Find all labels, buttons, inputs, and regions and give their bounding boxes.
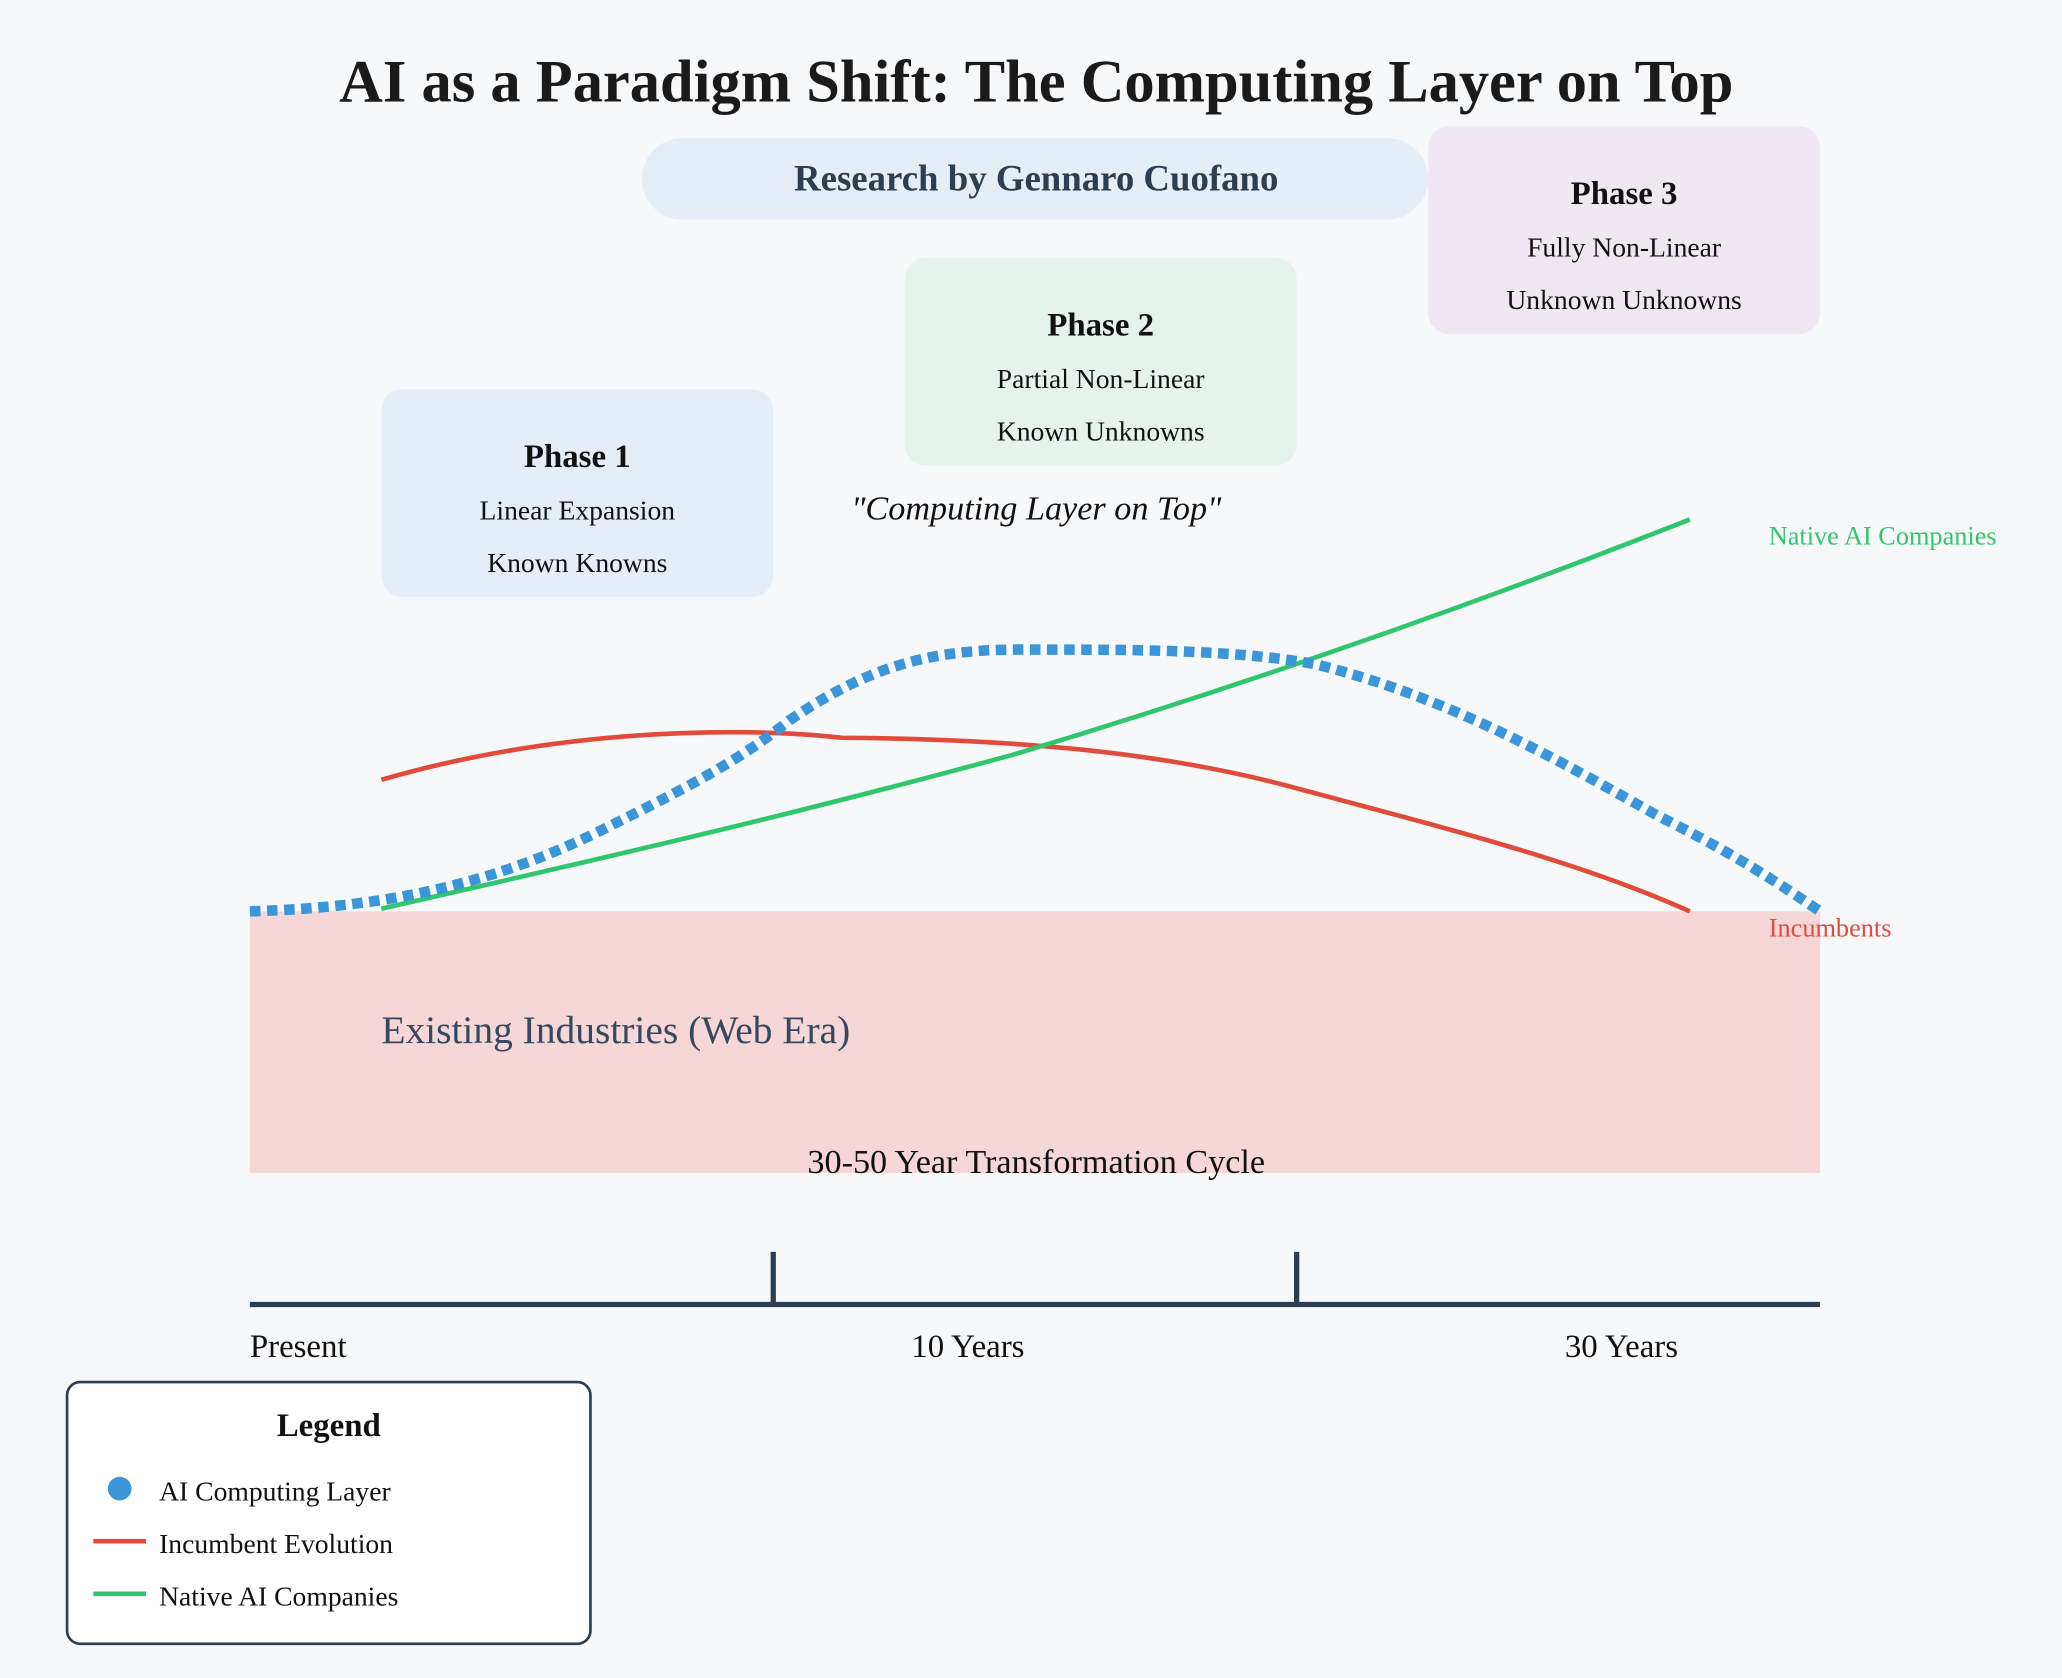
ai-computing-layer-line bbox=[249, 644, 1823, 917]
timeline-label-present: Present bbox=[250, 1329, 347, 1365]
byline-badge: Research by Gennaro Cuofano bbox=[641, 138, 1429, 220]
timeline-label-10-years: 10 Years bbox=[911, 1329, 1024, 1365]
phase-3-card: Phase 3 Fully Non-Linear Unknown Unknown… bbox=[1428, 126, 1821, 335]
timeline-axis: Present 10 Years 30 Years bbox=[249, 1251, 1821, 1365]
incumbent-evolution-line bbox=[380, 729, 1691, 914]
legend-box bbox=[65, 1380, 592, 1646]
native-ai-series-label: Native AI Companies bbox=[1769, 521, 1997, 550]
legend-dot-icon bbox=[107, 1476, 132, 1501]
page-title: AI as a Paradigm Shift: The Computing La… bbox=[339, 48, 1733, 115]
incumbents-series-label: Incumbents bbox=[1769, 913, 1892, 942]
phase-2-card: Phase 2 Partial Non-Linear Known Unknown… bbox=[904, 257, 1297, 466]
phase-1-card: Phase 1 Linear Expansion Known Knowns bbox=[381, 389, 774, 598]
phase-2-line-2: Known Unknowns bbox=[997, 416, 1205, 447]
phase-3-background bbox=[1428, 126, 1821, 335]
phase-3-title: Phase 3 bbox=[1571, 176, 1678, 212]
phase-1-background bbox=[381, 389, 774, 598]
timeline-label-30-years: 30 Years bbox=[1565, 1329, 1678, 1365]
native-ai-companies-line bbox=[380, 517, 1691, 911]
phase-2-title: Phase 2 bbox=[1047, 307, 1154, 343]
phase-3-line-2: Unknown Unknowns bbox=[1506, 284, 1741, 315]
byline-background bbox=[641, 138, 1429, 220]
existing-industries-label: Existing Industries (Web Era) bbox=[381, 1008, 850, 1052]
existing-industries-area bbox=[249, 911, 1821, 1174]
phase-3-line-1: Fully Non-Linear bbox=[1527, 231, 1721, 262]
legend: Legend AI Computing Layer Incumbent Evol… bbox=[65, 1380, 592, 1646]
legend-item-incumbent: Incumbent Evolution bbox=[159, 1528, 393, 1559]
phase-1-line-2: Known Knowns bbox=[487, 547, 667, 578]
legend-item-ai-layer: AI Computing Layer bbox=[159, 1475, 391, 1506]
byline-text: Research by Gennaro Cuofano bbox=[794, 158, 1278, 199]
phase-2-background bbox=[904, 257, 1297, 466]
phase-1-line-1: Linear Expansion bbox=[480, 494, 676, 525]
computing-layer-quote: "Computing Layer on Top" bbox=[851, 490, 1222, 527]
legend-item-native: Native AI Companies bbox=[159, 1581, 398, 1612]
phase-2-line-1: Partial Non-Linear bbox=[997, 363, 1205, 394]
transformation-cycle-label: 30-50 Year Transformation Cycle bbox=[807, 1144, 1265, 1181]
phase-1-title: Phase 1 bbox=[524, 439, 631, 475]
legend-title: Legend bbox=[277, 1408, 381, 1444]
